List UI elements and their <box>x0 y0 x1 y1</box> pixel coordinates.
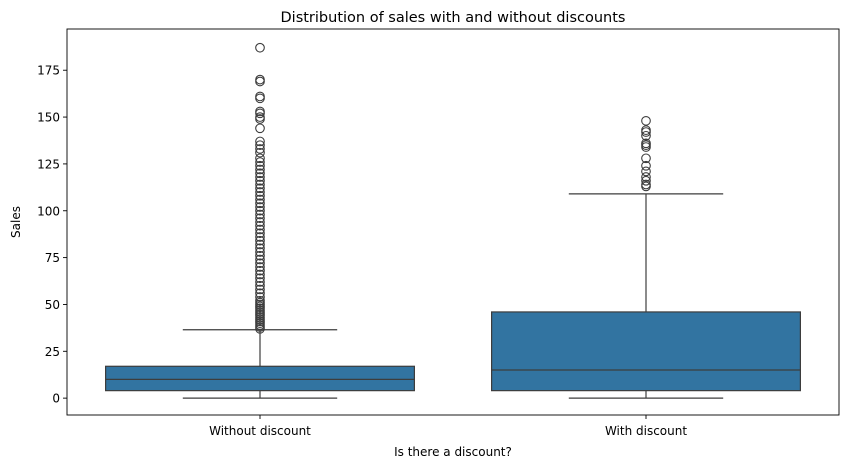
outlier-point <box>255 74 265 85</box>
plot-area <box>104 42 801 399</box>
outlier-point <box>641 138 651 149</box>
y-axis: 0 25 50 75 100 125 150 175 <box>37 64 67 406</box>
outlier-point <box>255 224 265 235</box>
outlier-point <box>255 228 265 239</box>
y-tick-label: 25 <box>45 345 60 359</box>
outlier-point <box>255 168 265 179</box>
outlier-point <box>641 160 651 171</box>
outlier-point <box>255 190 265 201</box>
outlier-point <box>255 235 265 246</box>
outlier-point <box>255 280 265 291</box>
x-tick-label: Without discount <box>209 424 311 438</box>
y-tick-label: 175 <box>37 64 60 78</box>
y-tick-label: 150 <box>37 111 60 125</box>
outlier-point <box>255 187 265 197</box>
y-tick-label: 50 <box>45 298 60 312</box>
outlier-point <box>255 273 265 284</box>
outlier-point <box>255 123 265 134</box>
outlier-point <box>255 217 265 227</box>
outlier-point <box>255 243 265 254</box>
outlier-point <box>255 112 265 122</box>
outlier-point <box>255 288 265 299</box>
outlier-point <box>255 91 265 102</box>
outlier-point <box>255 258 265 269</box>
outlier-point <box>255 164 265 175</box>
outlier-point <box>255 247 265 257</box>
outlier-point <box>255 144 265 154</box>
y-tick-label: 125 <box>37 157 60 171</box>
outlier-point <box>255 213 265 224</box>
outlier-point <box>255 205 265 216</box>
outlier-point <box>255 160 265 171</box>
outlier-point <box>255 262 265 272</box>
iqr-box <box>104 365 415 392</box>
chart-title: Distribution of sales with and without d… <box>281 10 626 26</box>
y-tick-label: 75 <box>45 251 60 265</box>
outlier-point <box>255 106 265 117</box>
box-group <box>104 42 415 399</box>
outlier-point <box>255 239 265 250</box>
outlier-point <box>255 295 265 306</box>
x-axis: Without discount With discount <box>209 415 687 438</box>
y-axis-label: Sales <box>9 206 23 238</box>
outlier-point <box>255 220 265 231</box>
axes-frame <box>66 28 840 416</box>
x-axis-label: Is there a discount? <box>394 445 512 459</box>
outlier-point <box>641 166 651 177</box>
outlier-point <box>641 175 651 186</box>
outlier-point <box>255 157 265 167</box>
outlier-point <box>255 76 265 87</box>
outlier-point <box>255 277 265 287</box>
outlier-point <box>255 194 265 205</box>
outlier-point <box>255 140 265 151</box>
x-tick-label: With discount <box>605 424 687 438</box>
outlier-point <box>255 269 265 280</box>
outlier-point <box>255 183 265 194</box>
outlier-point <box>255 179 265 190</box>
outlier-point <box>641 115 651 126</box>
outlier-point <box>255 147 265 158</box>
outlier-point <box>255 284 265 295</box>
outlier-point <box>255 209 265 220</box>
outlier-point <box>255 254 265 265</box>
outlier-point <box>641 179 651 190</box>
outlier-point <box>641 153 651 164</box>
outlier-point <box>641 130 651 141</box>
outlier-point <box>255 93 265 104</box>
y-tick-label: 100 <box>37 204 60 218</box>
y-tick-label: 0 <box>52 392 60 406</box>
outlier-point <box>255 153 265 164</box>
outlier-point <box>641 125 651 136</box>
outlier-point <box>255 175 265 186</box>
outlier-point <box>255 172 265 182</box>
outlier-point <box>641 172 651 182</box>
box-group <box>491 115 801 399</box>
outlier-point <box>255 292 265 302</box>
outlier-point <box>255 250 265 261</box>
outlier-point <box>255 202 265 212</box>
outlier-point <box>255 42 265 53</box>
outlier-point <box>255 265 265 276</box>
outlier-point <box>255 198 265 209</box>
outlier-point <box>255 136 265 147</box>
iqr-box <box>491 311 801 392</box>
outlier-point <box>641 140 651 151</box>
outlier-point <box>255 232 265 242</box>
